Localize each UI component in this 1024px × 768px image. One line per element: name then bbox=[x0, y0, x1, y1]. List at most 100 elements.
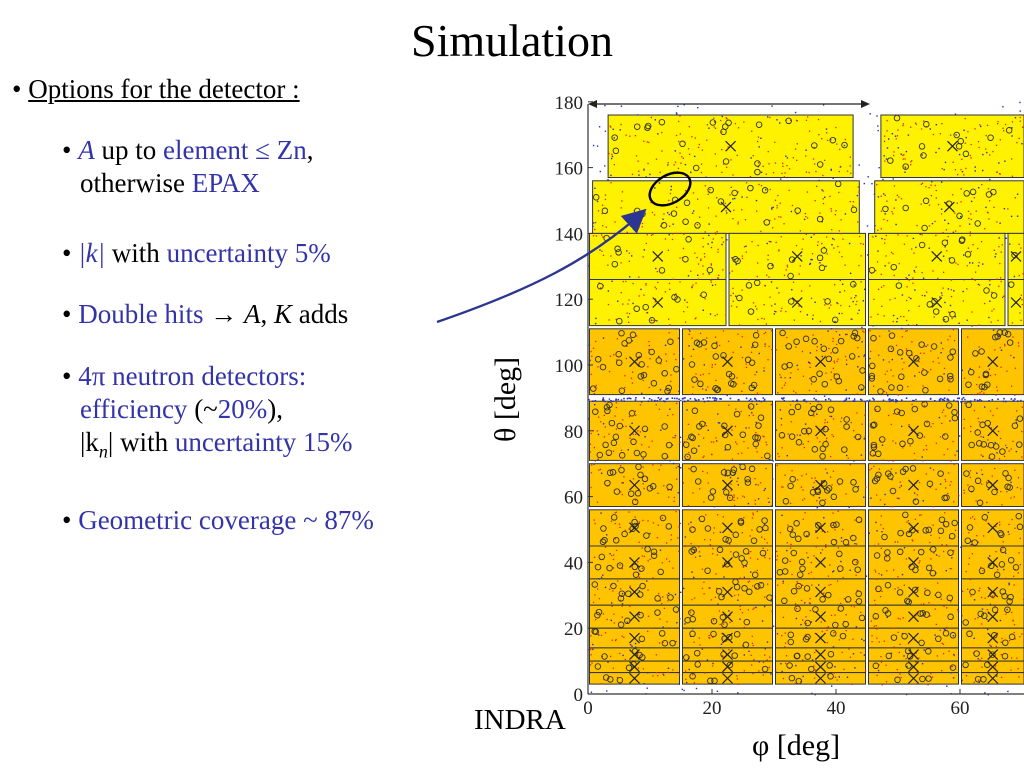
blue-dot bbox=[695, 399, 698, 402]
red-dot bbox=[653, 214, 656, 216]
red-dot bbox=[1014, 367, 1016, 369]
blue-dot bbox=[854, 543, 856, 545]
hit-circle bbox=[640, 451, 647, 458]
red-dot bbox=[795, 392, 797, 394]
blue-dot bbox=[830, 415, 833, 418]
blue-dot bbox=[750, 157, 752, 159]
blue-dot bbox=[688, 328, 690, 331]
red-dot bbox=[611, 583, 613, 586]
hit-circle bbox=[654, 609, 661, 616]
red-dot bbox=[902, 124, 904, 127]
red-dot bbox=[915, 652, 917, 654]
hit-circle bbox=[917, 610, 924, 617]
red-dot bbox=[838, 570, 840, 573]
red-dot bbox=[829, 476, 832, 478]
red-dot bbox=[621, 200, 623, 202]
red-dot bbox=[589, 451, 591, 453]
red-dot bbox=[628, 252, 631, 254]
hit-circle bbox=[732, 578, 739, 586]
blue-dot bbox=[925, 345, 927, 348]
red-dot bbox=[1016, 410, 1018, 412]
red-dot bbox=[823, 428, 825, 430]
red-dot bbox=[728, 649, 730, 651]
blue-dot bbox=[772, 460, 774, 462]
red-dot bbox=[978, 376, 980, 378]
red-dot bbox=[610, 520, 613, 522]
red-dot bbox=[624, 386, 626, 389]
red-dot bbox=[1013, 496, 1015, 498]
red-dot bbox=[667, 414, 669, 417]
blue-dot bbox=[863, 182, 865, 185]
hit-circle bbox=[596, 451, 604, 459]
blue-dot bbox=[836, 302, 838, 304]
red-dot bbox=[856, 543, 858, 545]
blue-dot bbox=[982, 263, 984, 265]
range-arrow-left-head bbox=[588, 100, 597, 108]
red-dot bbox=[775, 349, 777, 351]
red-dot bbox=[928, 602, 930, 604]
red-dot bbox=[704, 185, 706, 187]
red-dot bbox=[926, 448, 928, 451]
hit-circle bbox=[912, 498, 920, 505]
double-hit-highlight bbox=[648, 171, 692, 207]
hit-circle bbox=[779, 329, 786, 337]
red-dot bbox=[995, 144, 998, 146]
bullet: • bbox=[12, 74, 22, 104]
red-dot bbox=[806, 552, 808, 554]
red-dot bbox=[985, 520, 987, 522]
red-dot bbox=[825, 468, 827, 470]
blue-dot bbox=[786, 157, 789, 159]
hit-circle bbox=[962, 150, 970, 158]
red-dot bbox=[691, 599, 693, 601]
red-dot bbox=[814, 163, 816, 165]
red-dot bbox=[886, 570, 888, 572]
blue-dot bbox=[728, 610, 730, 612]
hit-circle bbox=[963, 190, 970, 197]
blue-dot bbox=[934, 400, 936, 402]
red-dot bbox=[890, 251, 893, 254]
blue-dot bbox=[958, 153, 961, 156]
red-dot bbox=[957, 609, 959, 611]
red-dot bbox=[615, 638, 617, 641]
hit-circle bbox=[895, 282, 903, 289]
red-dot bbox=[660, 363, 662, 365]
red-dot bbox=[612, 558, 615, 561]
blue-dot bbox=[831, 244, 833, 246]
blue-dot bbox=[757, 498, 760, 500]
red-dot bbox=[830, 379, 832, 381]
red-dot bbox=[740, 410, 742, 413]
red-dot bbox=[965, 675, 968, 677]
blue-dot bbox=[883, 155, 885, 157]
hit-circle bbox=[640, 371, 648, 379]
red-dot bbox=[1021, 633, 1023, 635]
blue-dot bbox=[712, 397, 714, 399]
red-dot bbox=[705, 348, 707, 350]
blue-dot bbox=[816, 507, 818, 509]
cell-center-cross bbox=[629, 649, 640, 660]
red-dot bbox=[691, 286, 693, 288]
red-dot bbox=[737, 223, 739, 225]
red-dot bbox=[880, 547, 882, 549]
hit-circle bbox=[887, 473, 894, 480]
blue-dot bbox=[636, 114, 639, 116]
blue-dot bbox=[751, 400, 753, 402]
hit-circle bbox=[870, 441, 878, 449]
red-dot bbox=[756, 210, 758, 212]
hit-circle bbox=[711, 677, 718, 685]
red-dot bbox=[839, 279, 841, 282]
red-dot bbox=[994, 349, 996, 351]
blue-dot bbox=[859, 398, 862, 401]
red-dot bbox=[892, 213, 894, 215]
red-dot bbox=[594, 522, 596, 525]
red-dot bbox=[796, 120, 798, 122]
red-dot bbox=[920, 183, 922, 185]
red-dot bbox=[790, 543, 792, 545]
red-dot bbox=[957, 174, 959, 176]
blue-dot bbox=[802, 399, 805, 402]
red-dot bbox=[760, 582, 762, 584]
red-dot bbox=[714, 336, 717, 338]
red-dot bbox=[805, 216, 807, 218]
red-dot bbox=[783, 384, 786, 386]
red-dot bbox=[836, 580, 839, 582]
red-dot bbox=[885, 234, 887, 237]
